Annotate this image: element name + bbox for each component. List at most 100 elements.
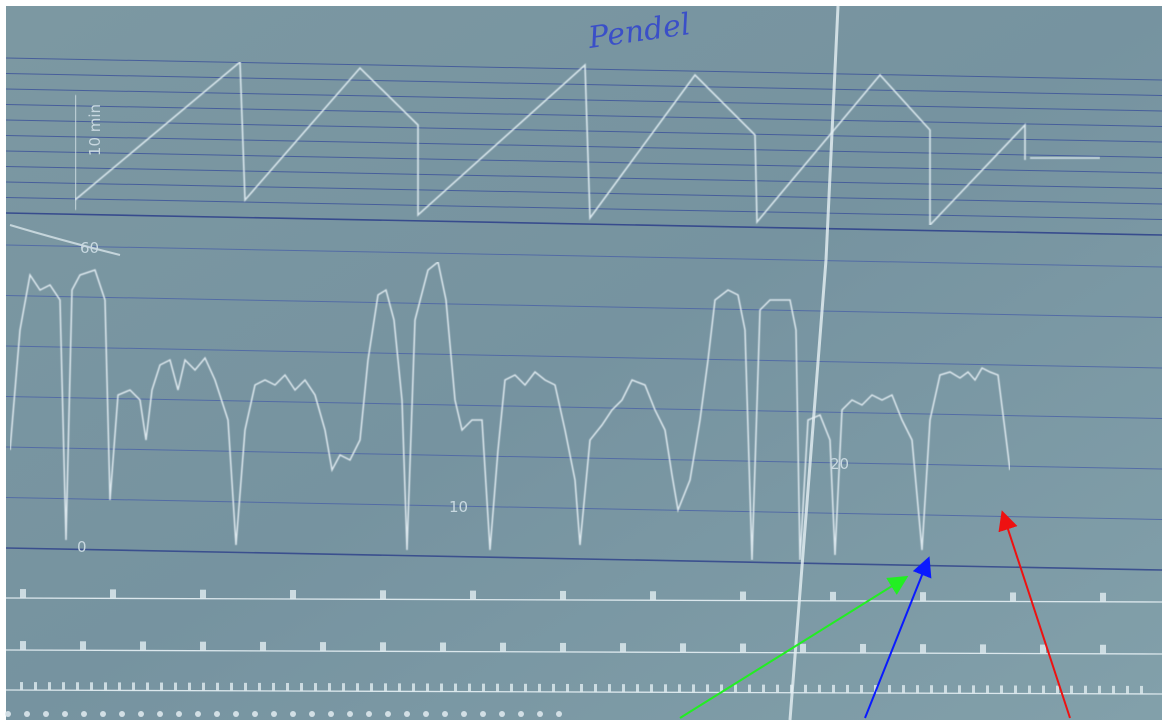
marker-tick [48,682,51,691]
marker-tick [1112,685,1115,694]
marker-tick [678,684,681,693]
marker-baseline [5,597,1162,603]
marker-tick [620,643,626,653]
marker-tick [20,641,26,651]
activity-trace [9,260,1011,561]
marker-tick [692,684,695,693]
marker-tick [454,683,457,692]
marker-tick [1100,592,1106,602]
sprocket-dot [176,711,182,717]
ruled-line [5,212,1162,236]
marker-tick [80,641,86,651]
marker-tick [860,684,863,693]
marker-tick [20,589,26,599]
marker-tick [370,683,373,692]
marker-tick [258,682,261,691]
ruled-line [5,345,1162,369]
marker-tick [1126,685,1129,694]
marker-tick [384,683,387,692]
marker-tick [560,642,566,652]
sprocket-dot [290,711,296,717]
marker-tick [160,682,163,691]
marker-tick [200,589,206,599]
marker-tick [380,590,386,600]
marker-tick [104,682,107,691]
sprocket-dot [347,711,353,717]
sprocket-dot [5,711,11,717]
marker-tick [76,682,79,691]
sprocket-dot [366,711,372,717]
marker-tick [300,683,303,692]
count-label: 10 [449,498,468,516]
marker-tick [734,684,737,693]
marker-baseline [5,689,1162,695]
sprocket-dot [556,711,562,717]
marker-tick [664,684,667,693]
marker-tick [34,682,37,691]
scale-label: 0 [77,538,87,556]
sprocket-dot [195,711,201,717]
marker-tick [986,685,989,694]
marker-tick [846,684,849,693]
sprocket-dot [24,711,30,717]
marker-tick [496,683,499,692]
marker-tick [800,643,806,653]
marker-tick [290,589,296,599]
marker-tick [972,685,975,694]
ruled-line [5,166,1162,189]
marker-tick [524,683,527,692]
crease [788,5,840,720]
marker-tick [470,590,476,600]
marker-tick [272,682,275,691]
marker-tick [1084,685,1087,694]
marker-tick [482,683,485,692]
marker-tick [1140,685,1143,694]
scale-label: 60 [80,239,99,257]
ruled-line [5,244,1162,268]
marker-tick [804,684,807,693]
sprocket-dot [43,711,49,717]
marker-tick [440,683,443,692]
marker-tick [930,685,933,694]
sprocket-dot [499,711,505,717]
ruled-line [5,119,1162,143]
marker-tick [944,685,947,694]
sprocket-dot [214,711,220,717]
marker-tick [202,682,205,691]
ruled-line [5,396,1162,419]
marker-tick [832,684,835,693]
sprocket-dot [480,711,486,717]
timer-trace [74,60,1100,228]
marker-tick [566,683,569,692]
marker-tick [1040,644,1046,654]
marker-tick [740,591,746,601]
marker-tick [980,644,986,654]
marker-tick [260,641,266,651]
marker-tick [328,683,331,692]
marker-tick [132,682,135,691]
marker-tick [916,685,919,694]
marker-tick [468,683,471,692]
marker-tick [1010,592,1016,602]
marker-tick [830,591,836,601]
marker-tick [320,642,326,652]
marker-tick [314,683,317,692]
ruled-line [5,197,1162,220]
marker-tick [560,590,566,600]
marker-tick [356,683,359,692]
ruled-line [5,57,1162,81]
marker-baseline [5,649,1162,655]
marker-tick [594,684,597,693]
marker-tick [62,682,65,691]
marker-tick [706,684,709,693]
marker-tick [440,642,446,652]
marker-tick [636,684,639,693]
marker-tick [580,683,583,692]
ruled-line [5,295,1162,318]
marker-tick [650,591,656,601]
marker-tick [902,685,905,694]
marker-tick [1028,685,1031,694]
marker-tick [860,643,866,653]
marker-tick [188,682,191,691]
